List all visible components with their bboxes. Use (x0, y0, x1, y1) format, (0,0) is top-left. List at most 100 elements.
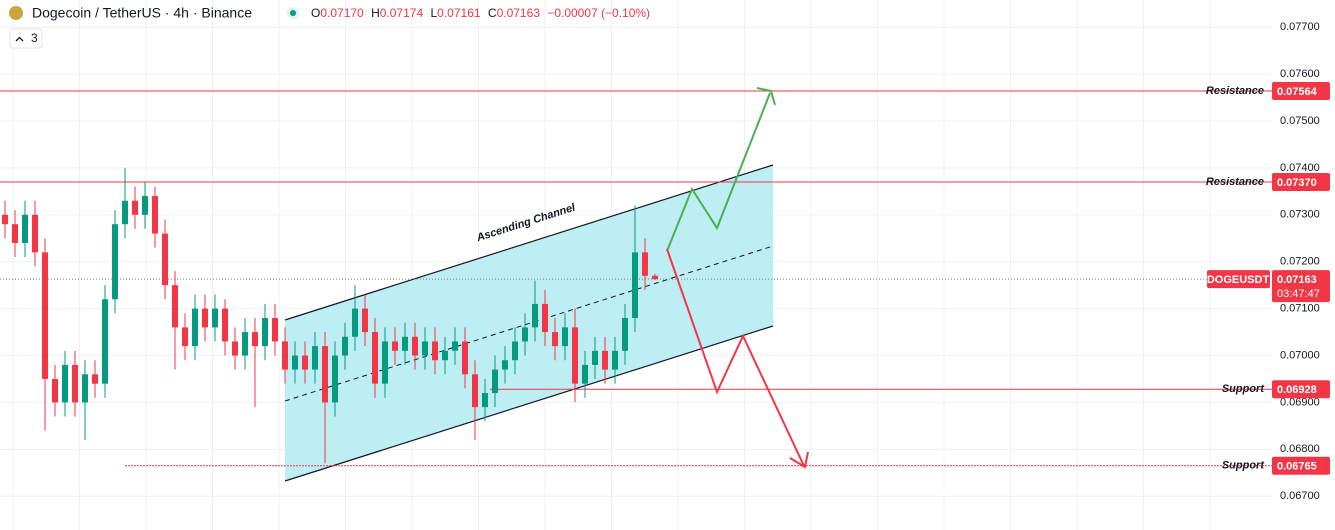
candle-body (192, 308, 198, 347)
change-value: −0.00007 (−0.10%) (547, 6, 650, 20)
chart-title: Dogecoin / TetherUS · 4h · Binance (32, 5, 252, 21)
candle-body (392, 341, 398, 351)
coin-icon (9, 6, 23, 20)
candle-body (512, 341, 518, 361)
level-name: Support (1222, 383, 1265, 395)
candle-body (412, 336, 418, 356)
level-box (1272, 172, 1330, 191)
level-box (1272, 81, 1330, 100)
candle-body (642, 252, 648, 276)
candle-body (152, 196, 158, 234)
candle-body (632, 252, 638, 318)
candle-body (482, 393, 488, 408)
candle-body (472, 374, 478, 408)
candle-body (522, 327, 528, 342)
symbol-box (1207, 270, 1270, 289)
candle-body (572, 327, 578, 384)
level-value: 0.07564 (1277, 86, 1318, 98)
candle-body (182, 327, 188, 347)
candle-body (32, 214, 38, 253)
level-box (1272, 456, 1330, 475)
candle-body (112, 224, 118, 300)
candle-body (592, 350, 598, 365)
candle-body (372, 332, 378, 384)
candle-body (432, 341, 438, 361)
candle-body (82, 374, 88, 403)
channel-bottom (284, 325, 774, 482)
price-axis-labels: 0.06700 0.06800 0.06900 0.07000 0.07100 0.072… (1206, 21, 1330, 502)
y-tick-label: 0.06900 (1280, 396, 1320, 408)
candle-body (102, 299, 108, 384)
open-label: O (311, 6, 320, 20)
candle-body (222, 308, 228, 342)
candle-body (2, 214, 8, 225)
low-label: L (430, 6, 437, 20)
bull-path (666, 92, 771, 252)
level-name: Resistance (1206, 176, 1264, 188)
candle-body (132, 200, 138, 215)
candle-body (42, 252, 48, 379)
close-label: C (488, 6, 497, 20)
indicator-count: 3 (31, 31, 38, 45)
chevron (15, 36, 24, 42)
candle-body (72, 364, 78, 403)
last-price-box (1272, 270, 1330, 303)
candle-body (402, 336, 408, 351)
bull-arrowhead (756, 87, 776, 106)
candle-body (282, 341, 288, 370)
y-tick-label: 0.07100 (1280, 303, 1320, 315)
ohlc-legend: O0.07170 H0.07174 L0.07161 C0.07163 −0.0… (311, 6, 650, 20)
y-tick-label: 0.07400 (1280, 162, 1320, 174)
open-value: 0.07170 (320, 6, 364, 20)
y-tick-label: 0.07200 (1280, 256, 1320, 268)
low-value: 0.07161 (437, 6, 481, 20)
candle-body (122, 200, 128, 225)
candle-body (442, 350, 448, 361)
candle-body (332, 355, 338, 403)
candle-body (22, 214, 28, 243)
level-value: 0.07370 (1277, 177, 1317, 189)
candle-body (172, 285, 178, 328)
candle-body (322, 346, 328, 403)
candle-body (142, 196, 148, 215)
candle-body (532, 303, 538, 328)
candle-body (52, 378, 58, 403)
candle-body (462, 341, 468, 375)
candle-body (422, 341, 428, 356)
countdown: 03:47:47 (1277, 288, 1320, 300)
y-tick-label: 0.07000 (1280, 349, 1320, 361)
candle-body (652, 275, 658, 280)
candle-body (362, 308, 368, 333)
candle-body (542, 303, 548, 333)
candle-body (492, 369, 498, 394)
candle-body (12, 224, 18, 243)
level-value: 0.06928 (1277, 384, 1317, 396)
candle-body (612, 350, 618, 370)
candle-body (452, 341, 458, 351)
candle-body (352, 308, 358, 337)
candle-body (232, 341, 238, 356)
high-value: 0.07174 (380, 6, 424, 20)
y-tick-label: 0.07700 (1280, 21, 1320, 33)
candle-body (62, 364, 68, 403)
candles (2, 167, 658, 464)
candle-body (262, 318, 268, 347)
level-value: 0.06765 (1277, 461, 1317, 473)
indicator-toggle[interactable] (9, 28, 43, 49)
y-tick-label: 0.06700 (1280, 490, 1320, 502)
candle-body (382, 341, 388, 384)
y-tick-label: 0.07500 (1280, 115, 1320, 127)
candle-body (602, 350, 608, 370)
symbol-label: DOGEUSDT (1207, 274, 1270, 286)
candle-body (312, 346, 318, 370)
candle-body (622, 318, 628, 351)
candle-body (202, 308, 208, 328)
level-box (1272, 380, 1330, 399)
y-tick-label: 0.07300 (1280, 209, 1320, 221)
bear-path (666, 248, 805, 467)
header: Dogecoin / TetherUS · 4h · Binance O0.07… (9, 5, 650, 49)
last-price-value: 0.07163 (1277, 274, 1317, 286)
y-tick-label: 0.07600 (1280, 68, 1320, 80)
bear-arrowhead (789, 451, 809, 469)
